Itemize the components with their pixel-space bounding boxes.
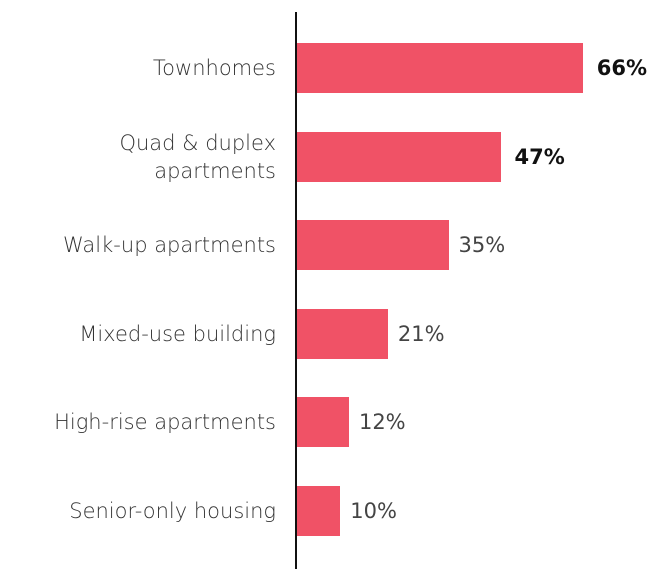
- category-label: Townhomes: [152, 56, 276, 80]
- category-label: Senior-only housing: [69, 499, 276, 523]
- bar: [297, 486, 341, 536]
- axis-line: [295, 12, 297, 569]
- value-label: 21%: [397, 321, 445, 346]
- category-label: Mixed-use building: [79, 321, 276, 346]
- value-label: 66%: [596, 56, 648, 80]
- bar: [297, 397, 349, 448]
- category-label: Quad & duplex apartments: [119, 130, 276, 183]
- value-label: 10%: [350, 499, 397, 523]
- value-label: 35%: [458, 233, 506, 258]
- value-label: 47%: [514, 144, 565, 169]
- category-label: High-rise apartments: [54, 410, 276, 435]
- bar: [297, 131, 501, 182]
- category-label: Walk-up apartments: [63, 233, 276, 258]
- bar: [297, 308, 388, 359]
- value-label: 12%: [358, 410, 406, 435]
- bar: [297, 43, 583, 93]
- bar: [297, 220, 449, 271]
